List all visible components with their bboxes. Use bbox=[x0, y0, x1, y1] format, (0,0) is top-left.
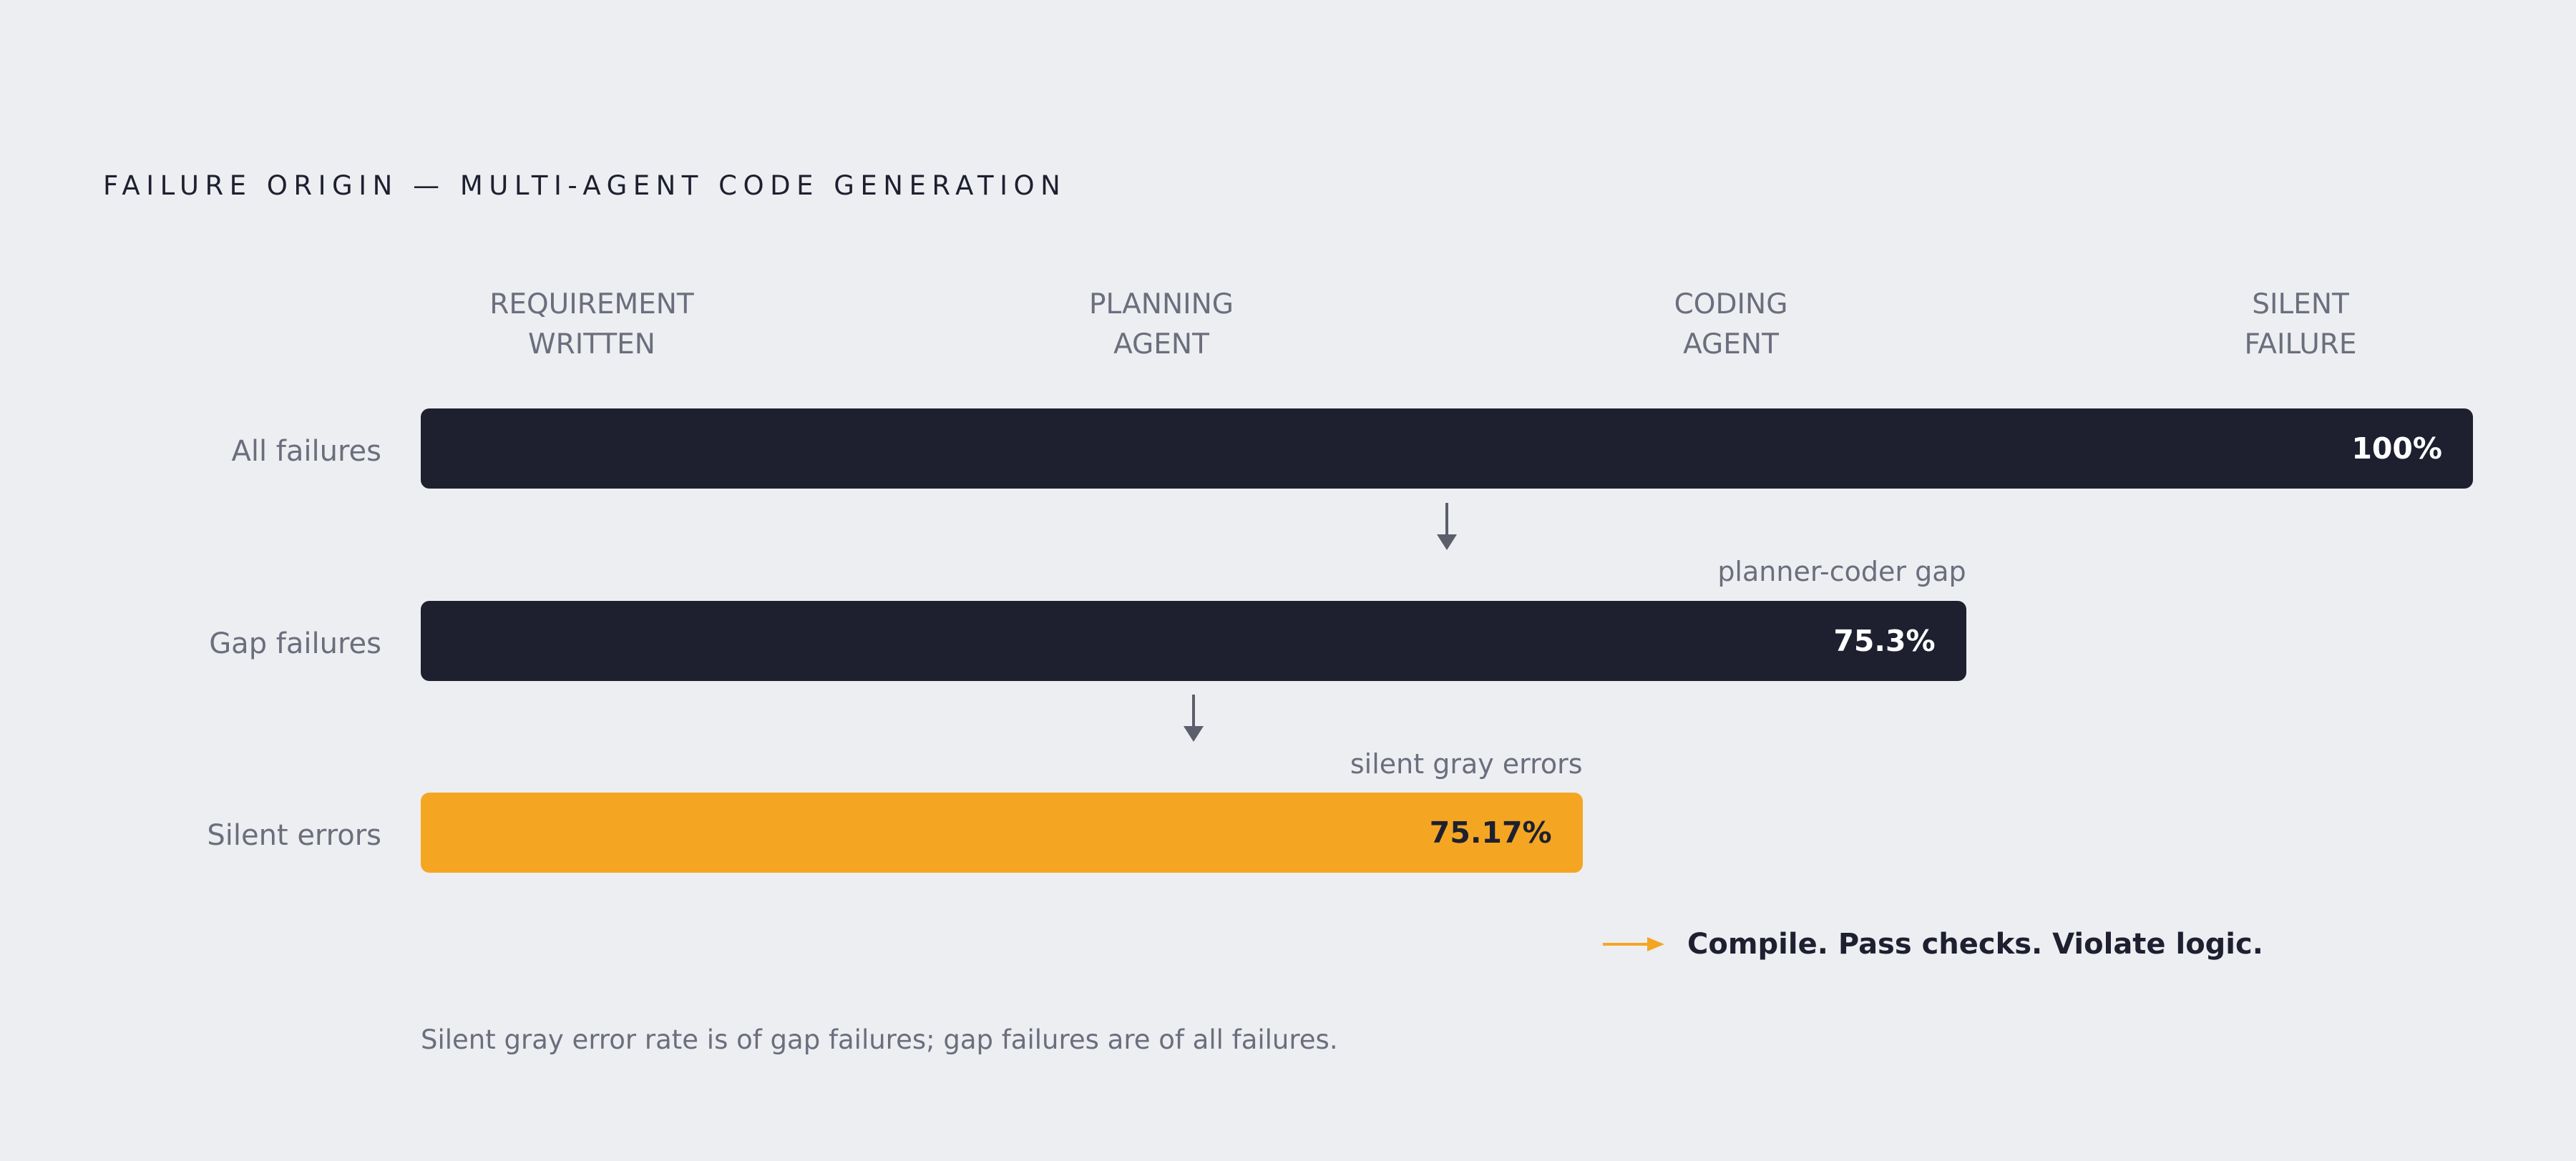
bar-silent-errors: 75.17% bbox=[421, 793, 1583, 873]
stage-label-line: AGENT bbox=[1113, 328, 1209, 361]
bar-gap-failures: 75.3% bbox=[421, 601, 1966, 681]
annotation-planner-coder-gap: planner-coder gap bbox=[1717, 556, 1966, 587]
chart-title: FAILURE ORIGIN — MULTI-AGENT CODE GENERA… bbox=[103, 170, 1067, 201]
stage-label-line: PLANNING bbox=[1088, 288, 1234, 320]
bar-value-label: 75.17% bbox=[1429, 815, 1552, 850]
row-label-all-failures: All failures bbox=[231, 435, 382, 468]
stage-label-coding: CODING AGENT bbox=[1609, 285, 1853, 365]
stage-label-line: WRITTEN bbox=[528, 328, 655, 361]
down-arrow-icon bbox=[1437, 503, 1457, 550]
stage-label-silent: SILENT FAILURE bbox=[2179, 285, 2422, 365]
row-label-silent-errors: Silent errors bbox=[207, 819, 381, 852]
stage-label-line: SILENT bbox=[2252, 288, 2349, 320]
footnote: Silent gray error rate is of gap failure… bbox=[421, 1024, 1338, 1055]
stage-label-line: FAILURE bbox=[2244, 328, 2357, 361]
stage-label-line: AGENT bbox=[1683, 328, 1779, 361]
stage-label-line: CODING bbox=[1674, 288, 1788, 320]
annotation-silent-gray-errors: silent gray errors bbox=[1350, 748, 1583, 780]
callout-text: Compile. Pass checks. Violate logic. bbox=[1687, 928, 2263, 961]
bar-value-label: 75.3% bbox=[1833, 624, 1936, 658]
row-label-gap-failures: Gap failures bbox=[209, 627, 381, 660]
callout: Compile. Pass checks. Violate logic. bbox=[1603, 926, 2263, 962]
stage-label-planning: PLANNING AGENT bbox=[1040, 285, 1283, 365]
stage-label-requirement: REQUIREMENT WRITTEN bbox=[470, 285, 713, 365]
stage-label-line: REQUIREMENT bbox=[489, 288, 694, 320]
down-arrow-icon bbox=[1184, 695, 1204, 742]
bar-value-label: 100% bbox=[2351, 431, 2442, 466]
arrow-right-icon bbox=[1603, 937, 1664, 951]
bar-all-failures: 100% bbox=[421, 408, 2473, 489]
